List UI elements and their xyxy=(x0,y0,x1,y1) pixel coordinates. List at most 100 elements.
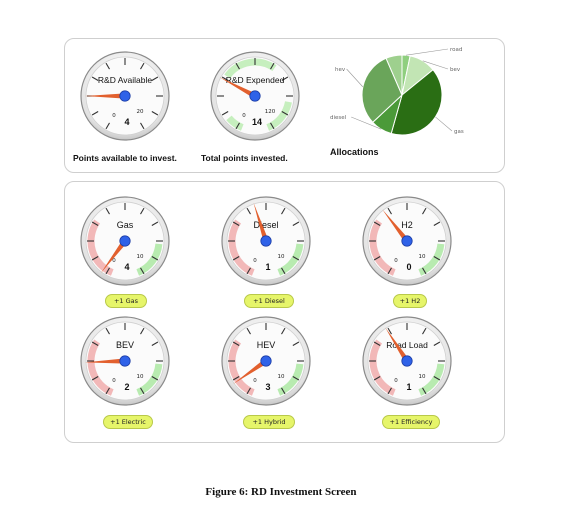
tick-mark xyxy=(246,387,251,395)
gauge-value: 1 xyxy=(406,382,411,392)
red-band xyxy=(87,219,114,276)
scale-min-label: 0 xyxy=(394,258,398,264)
green-band xyxy=(418,363,445,396)
tick-mark xyxy=(235,122,240,130)
tick-mark xyxy=(105,207,110,215)
tick-mark xyxy=(292,376,300,381)
gauge-needle xyxy=(253,202,269,242)
diesel-dial: Diesel 0 10 1 xyxy=(221,196,311,286)
tick-mark xyxy=(373,221,381,226)
gauge-title: BEV xyxy=(116,340,134,350)
red-band xyxy=(87,339,114,396)
scale-min-label: 0 xyxy=(112,113,116,119)
tick-mark xyxy=(433,376,441,381)
needle-hub xyxy=(119,90,131,102)
tick-mark xyxy=(221,76,229,81)
hev-gauge: HEV 0 10 3 xyxy=(220,315,312,407)
tick-mark xyxy=(151,111,159,116)
needle-hub xyxy=(249,90,261,102)
tick-mark xyxy=(140,62,145,70)
add-efficiency-button[interactable]: +1 Efficiency xyxy=(382,415,440,429)
tick-mark xyxy=(151,376,159,381)
figure-caption: Figure 6: RD Investment Screen xyxy=(205,486,357,498)
tick-mark xyxy=(373,341,381,346)
gauge-value: 4 xyxy=(124,117,129,127)
gauge-title: HEV xyxy=(257,340,276,350)
scale-min-label: 0 xyxy=(253,258,257,264)
rd-expended-caption: Total points invested. xyxy=(201,153,288,163)
needle-hub xyxy=(401,355,413,367)
tick-mark xyxy=(387,387,392,395)
rd-available-dial: R&D Available 0 20 4 xyxy=(80,51,170,141)
tick-mark xyxy=(140,267,145,275)
scale-mark-label: 20 xyxy=(137,109,144,115)
tick-mark xyxy=(387,327,392,335)
tick-mark xyxy=(105,387,110,395)
tick-mark xyxy=(422,267,427,275)
tick-mark xyxy=(387,207,392,215)
tick-mark xyxy=(292,256,300,261)
tick-mark xyxy=(232,256,240,261)
tick-mark xyxy=(433,341,441,346)
green-band xyxy=(136,243,163,276)
road-load-gauge: Road Load 0 10 1 xyxy=(361,315,453,407)
gauge-title: Diesel xyxy=(253,220,278,230)
tick-mark xyxy=(221,111,229,116)
tick-mark xyxy=(105,267,110,275)
add-h2-button[interactable]: +1 H2 xyxy=(393,294,427,308)
red-band xyxy=(369,219,396,276)
gauge-needle xyxy=(85,93,125,99)
scale-min-label: 0 xyxy=(394,378,398,384)
add-gas-button[interactable]: +1 Gas xyxy=(105,294,147,308)
pie-leader-line xyxy=(351,116,382,130)
tick-mark xyxy=(151,221,159,226)
tick-mark xyxy=(140,327,145,335)
gauge-title: H2 xyxy=(401,220,413,230)
green-band xyxy=(277,363,304,396)
gauge-needle xyxy=(385,327,410,363)
add-hybrid-button[interactable]: +1 Hybrid xyxy=(243,415,295,429)
tick-mark xyxy=(281,387,286,395)
gauge-value: 14 xyxy=(252,117,262,127)
scale-min-label: 0 xyxy=(112,258,116,264)
gauge-title: R&D Expended xyxy=(226,75,285,85)
red-band xyxy=(228,339,255,396)
gauge-value: 4 xyxy=(124,262,129,272)
pie-slice-label: diesel xyxy=(330,115,347,121)
tick-mark xyxy=(246,327,251,335)
pie-leader-line xyxy=(406,48,449,56)
gauge-title: Road Load xyxy=(386,340,428,350)
rd-expended-gauge: R&D Expended 0 120 14 xyxy=(209,50,301,142)
gauge-needle xyxy=(219,77,257,99)
green-band xyxy=(136,363,163,396)
scale-mark-label: 10 xyxy=(419,254,426,260)
tick-mark xyxy=(281,327,286,335)
tick-mark xyxy=(281,111,289,116)
tick-mark xyxy=(235,62,240,70)
gauge-value: 3 xyxy=(265,382,270,392)
tick-mark xyxy=(91,256,99,261)
tick-mark xyxy=(91,341,99,346)
gas-gauge: Gas 0 10 4 xyxy=(79,195,171,287)
scale-mark-label: 10 xyxy=(278,374,285,380)
add-diesel-button[interactable]: +1 Diesel xyxy=(244,294,294,308)
pie-leader-line xyxy=(435,116,453,132)
pie-slice xyxy=(390,69,443,136)
green-band xyxy=(224,58,277,79)
scale-mark-label: 10 xyxy=(278,254,285,260)
gauge-title: R&D Available xyxy=(98,75,152,85)
road-load-dial: Road Load 0 10 1 xyxy=(362,316,452,406)
add-electric-button[interactable]: +1 Electric xyxy=(103,415,153,429)
gauge-needle xyxy=(100,239,128,273)
tick-mark xyxy=(151,256,159,261)
gauge-value: 0 xyxy=(406,262,411,272)
hev-dial: HEV 0 10 3 xyxy=(221,316,311,406)
diesel-gauge: Diesel 0 10 1 xyxy=(220,195,312,287)
gauge-value: 2 xyxy=(124,382,129,392)
tick-mark xyxy=(140,387,145,395)
tick-mark xyxy=(292,341,300,346)
h2-dial: H2 0 10 0 xyxy=(362,196,452,286)
scale-min-label: 0 xyxy=(242,113,246,119)
tick-mark xyxy=(140,207,145,215)
